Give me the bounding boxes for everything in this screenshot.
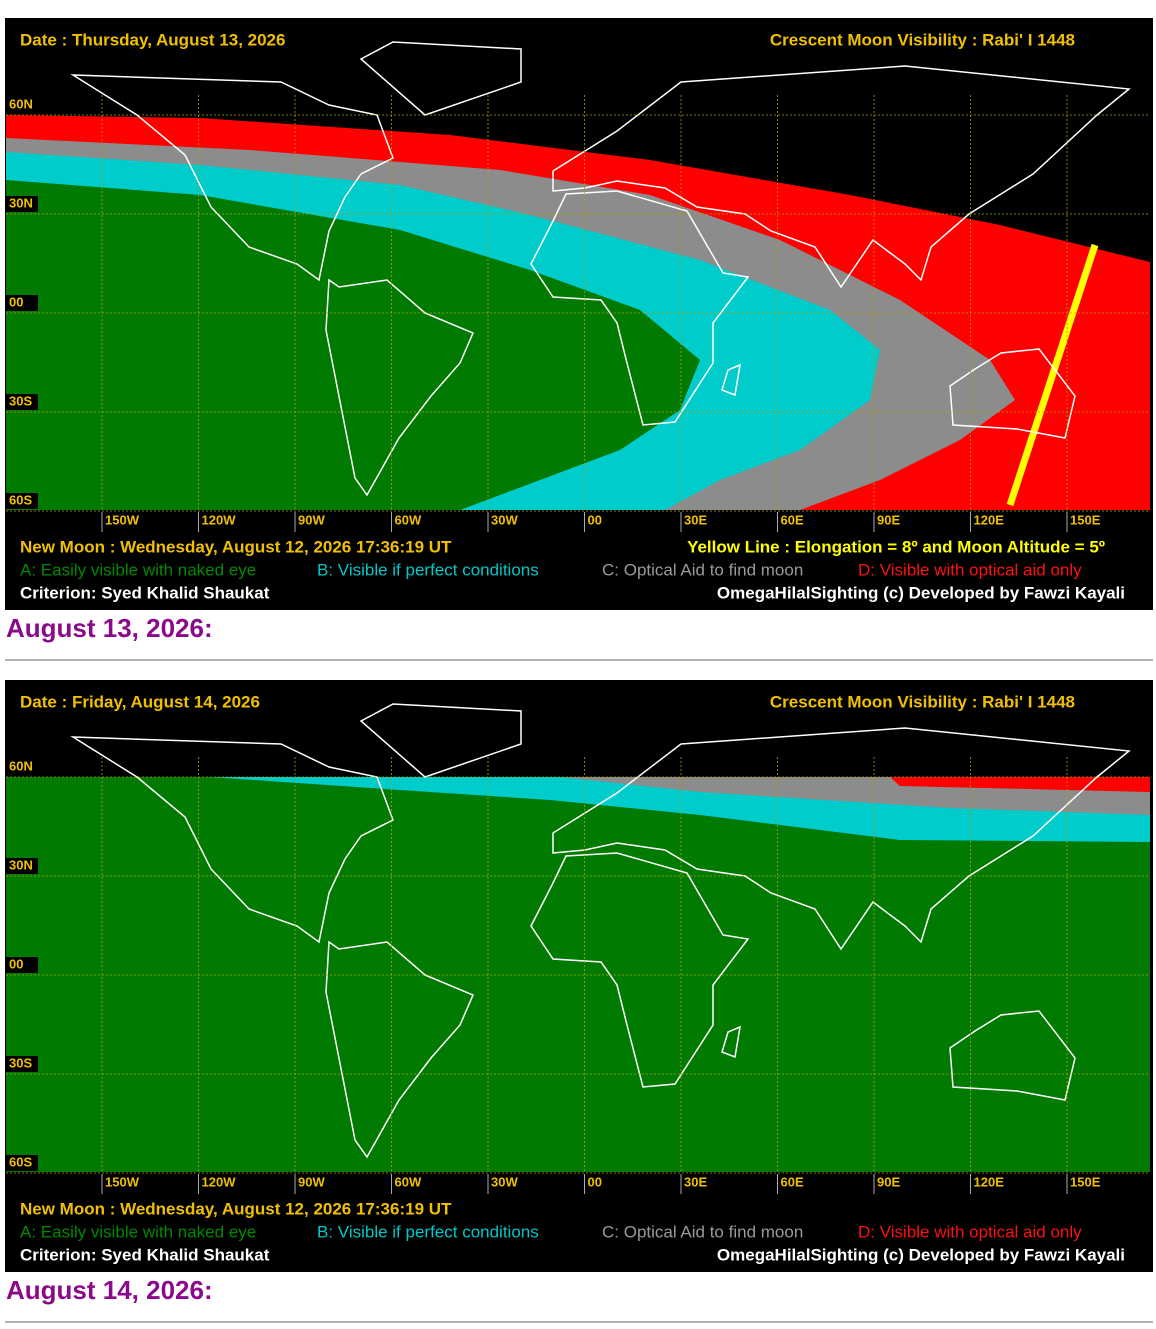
- lat-label: 60S: [9, 492, 32, 507]
- lon-label: 90W: [298, 512, 325, 527]
- panel-1: 60N 30N 00 30S 60S 150W 120W 90W 60W 30W 00 30E 60E 9…: [5, 18, 1153, 610]
- lat-label-box: [6, 759, 38, 775]
- lon-label: 120W: [202, 512, 237, 527]
- lat-label: 30S: [9, 393, 32, 408]
- legend-item: B: Visible if perfect conditions: [317, 1222, 539, 1241]
- lat-label-box: [6, 394, 38, 410]
- lon-label: 00: [588, 512, 602, 527]
- credit: OmegaHilalSighting (c) Developed by Fawz…: [717, 1245, 1125, 1264]
- new-moon: New Moon : Wednesday, August 12, 2026 17…: [20, 1199, 452, 1218]
- lat-label-box: [6, 196, 38, 212]
- lat-label: 60N: [9, 758, 33, 773]
- lat-label: 60N: [9, 96, 33, 111]
- lon-label: 150W: [105, 1174, 140, 1189]
- lat-label: 30N: [9, 195, 33, 210]
- lon-label: 60W: [395, 512, 422, 527]
- lat-label-box: [6, 493, 38, 509]
- lon-label: 30W: [491, 512, 518, 527]
- yellow-line: [1006, 243, 1099, 507]
- legend-item: C: Optical Aid to find moon: [602, 560, 803, 579]
- lon-label: 00: [588, 1174, 602, 1189]
- legend-item: D: Visible with optical aid only: [858, 560, 1082, 579]
- yellow-line-label: Yellow Line : Elongation = 8º and Moon A…: [687, 537, 1105, 556]
- date: Date : Friday, August 14, 2026: [20, 692, 260, 711]
- legend-item: B: Visible if perfect conditions: [317, 560, 539, 579]
- lat-label-box: [6, 97, 38, 113]
- lon-label: 120W: [202, 1174, 237, 1189]
- lon-label: 30E: [684, 1174, 707, 1189]
- lat-label: 00: [9, 294, 23, 309]
- lon-label: 120E: [974, 1174, 1005, 1189]
- lon-label: 90E: [877, 512, 900, 527]
- lon-label: 60W: [395, 1174, 422, 1189]
- criterion: Criterion: Syed Khalid Shaukat: [20, 583, 270, 602]
- caption: August 13, 2026:: [6, 613, 213, 643]
- lon-label: 150W: [105, 512, 140, 527]
- lat-label: 60S: [9, 1154, 32, 1169]
- zone-a: [6, 777, 1150, 1172]
- lat-label: 30S: [9, 1055, 32, 1070]
- lat-label-box: [6, 858, 38, 874]
- lat-label: 30N: [9, 857, 33, 872]
- panel-2: 60N 30N 00 30S 60S 150W 120W 90W 60W 30W 00 30E 60E 9…: [5, 680, 1153, 1272]
- title: Crescent Moon Visibility : Rabi' I 1448: [770, 692, 1075, 711]
- zone-a: [6, 180, 700, 510]
- lat-label-box: [6, 1155, 38, 1171]
- new-moon: New Moon : Wednesday, August 12, 2026 17…: [20, 537, 452, 556]
- criterion: Criterion: Syed Khalid Shaukat: [20, 1245, 270, 1264]
- lat-label-box: [6, 957, 38, 973]
- title: Crescent Moon Visibility : Rabi' I 1448: [770, 30, 1075, 49]
- lon-label: 60E: [781, 1174, 804, 1189]
- lon-label: 150E: [1070, 1174, 1101, 1189]
- lon-label: 90W: [298, 1174, 325, 1189]
- lon-label: 90E: [877, 1174, 900, 1189]
- lon-label: 30E: [684, 512, 707, 527]
- legend-item: D: Visible with optical aid only: [858, 1222, 1082, 1241]
- lon-label: 60E: [781, 512, 804, 527]
- lat-label-box: [6, 1056, 38, 1072]
- lat-label-box: [6, 295, 38, 311]
- caption: August 14, 2026:: [6, 1275, 213, 1305]
- lat-label: 00: [9, 956, 23, 971]
- lon-label: 30W: [491, 1174, 518, 1189]
- lon-label: 150E: [1070, 512, 1101, 527]
- legend-item: C: Optical Aid to find moon: [602, 1222, 803, 1241]
- date: Date : Thursday, August 13, 2026: [20, 30, 285, 49]
- credit: OmegaHilalSighting (c) Developed by Fawz…: [717, 583, 1125, 602]
- lon-label: 120E: [974, 512, 1005, 527]
- legend-item: A: Easily visible with naked eye: [20, 560, 256, 579]
- legend-item: A: Easily visible with naked eye: [20, 1222, 256, 1241]
